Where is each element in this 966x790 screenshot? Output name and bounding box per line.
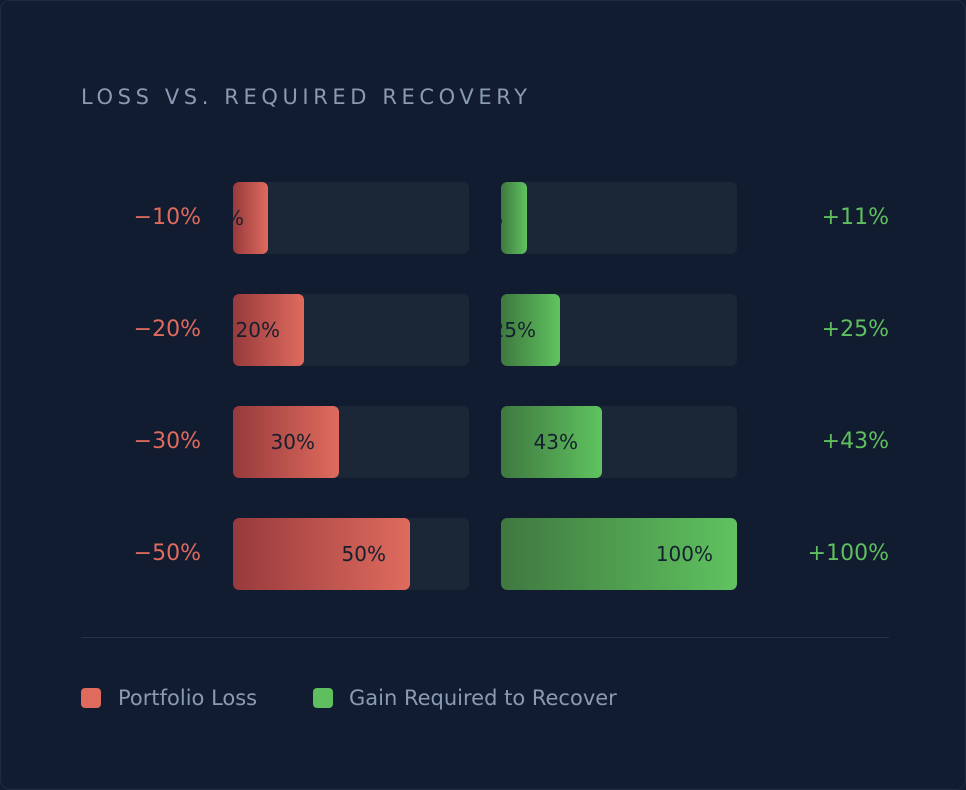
chart-title: LOSS VS. REQUIRED RECOVERY bbox=[81, 85, 532, 109]
loss-bar: 30% bbox=[233, 406, 339, 478]
gain-bar-value-label: 100% bbox=[655, 542, 713, 566]
loss-bar-value-label: 10% bbox=[233, 182, 244, 254]
bar-row: −50% 50% 100% +100% bbox=[1, 518, 966, 590]
loss-category-label: −50% bbox=[133, 541, 201, 566]
bar-row: −10% 10% 11% +11% bbox=[1, 182, 966, 254]
loss-category-label: −20% bbox=[133, 317, 201, 342]
gain-bar-track: 25% bbox=[501, 294, 737, 366]
gain-bar: 25% bbox=[501, 294, 560, 366]
loss-bar: 10% bbox=[233, 182, 268, 254]
legend-label-gain: Gain Required to Recover bbox=[349, 686, 617, 710]
loss-bar-track: 30% bbox=[233, 406, 469, 478]
gain-bar: 100% bbox=[501, 518, 737, 590]
loss-category-label: −30% bbox=[133, 429, 201, 454]
loss-category-label: −10% bbox=[133, 205, 201, 230]
legend-swatch-gain bbox=[313, 688, 333, 708]
bar-row: −20% 20% 25% +25% bbox=[1, 294, 966, 366]
gain-bar-value-label: 11% bbox=[501, 182, 503, 254]
loss-bar-track: 10% bbox=[233, 182, 469, 254]
gain-bar-track: 11% bbox=[501, 182, 737, 254]
legend-divider bbox=[81, 637, 889, 638]
loss-bar-value-label: 20% bbox=[235, 318, 280, 342]
loss-bar-track: 20% bbox=[233, 294, 469, 366]
loss-bar: 50% bbox=[233, 518, 410, 590]
bar-row: −30% 30% 43% +43% bbox=[1, 406, 966, 478]
gain-end-label: +25% bbox=[821, 317, 889, 342]
legend-swatch-loss bbox=[81, 688, 101, 708]
gain-bar-value-label: 43% bbox=[533, 430, 578, 454]
gain-end-label: +43% bbox=[821, 429, 889, 454]
loss-bar: 20% bbox=[233, 294, 304, 366]
loss-bar-track: 50% bbox=[233, 518, 469, 590]
gain-bar-track: 100% bbox=[501, 518, 737, 590]
gain-bar-value-label: 25% bbox=[501, 318, 536, 342]
gain-bar: 11% bbox=[501, 182, 527, 254]
gain-end-label: +100% bbox=[807, 541, 889, 566]
gain-end-label: +11% bbox=[821, 205, 889, 230]
gain-bar: 43% bbox=[501, 406, 602, 478]
loss-bar-value-label: 50% bbox=[341, 542, 386, 566]
loss-bar-value-label: 30% bbox=[270, 430, 315, 454]
gain-bar-track: 43% bbox=[501, 406, 737, 478]
legend-label-loss: Portfolio Loss bbox=[118, 686, 258, 710]
